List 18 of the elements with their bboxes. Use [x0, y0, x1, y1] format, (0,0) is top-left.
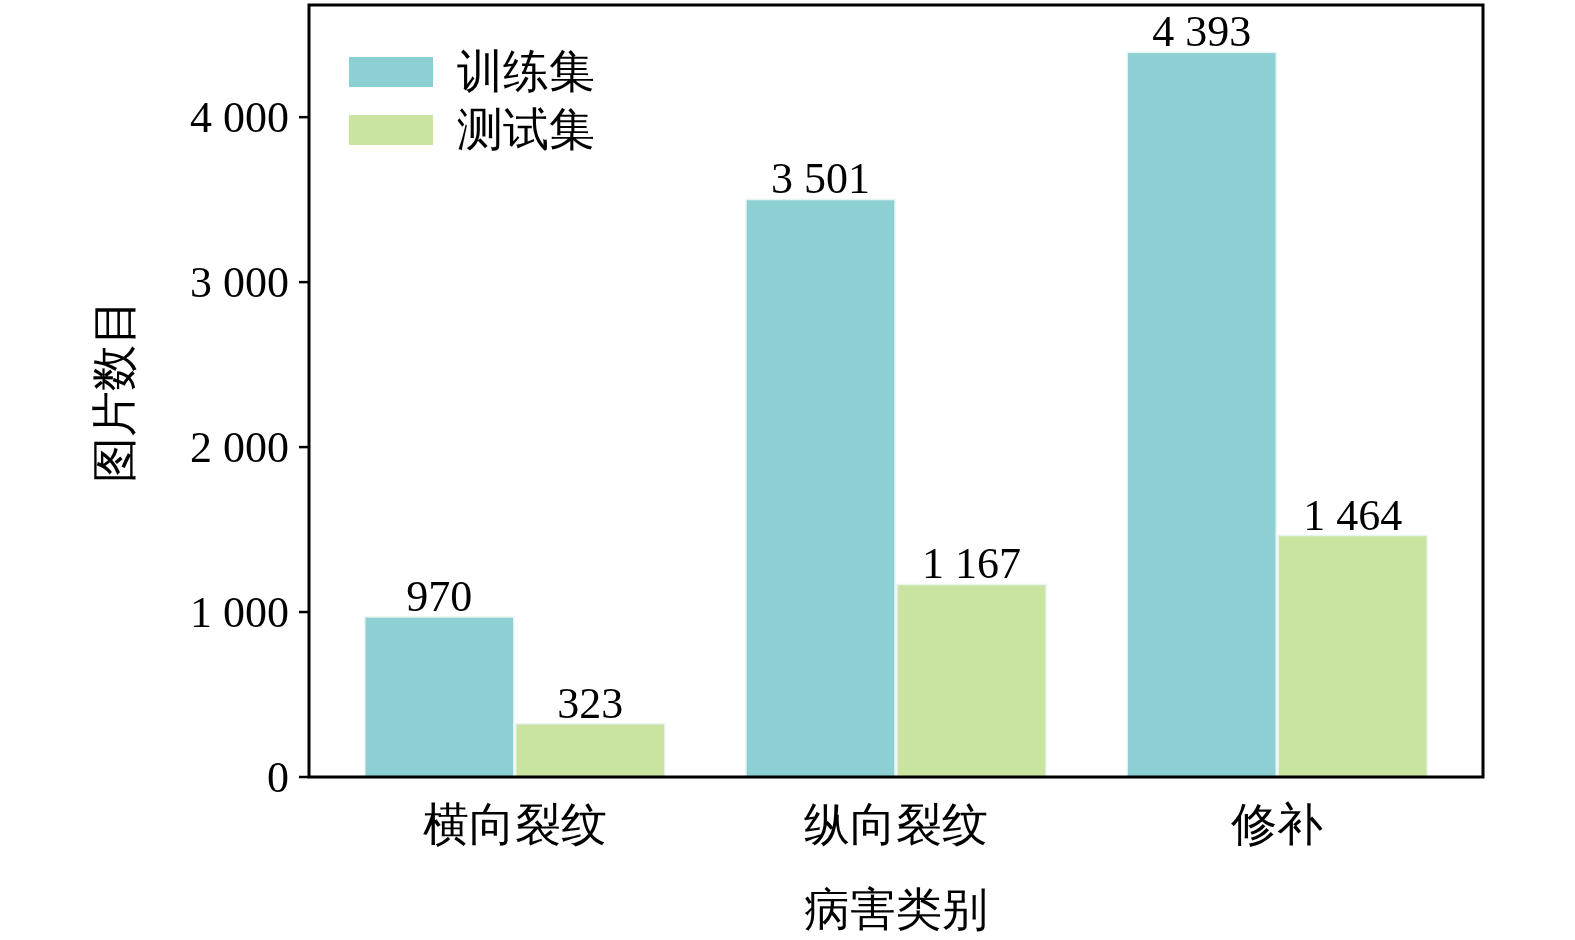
legend-label: 测试集	[457, 104, 595, 155]
data-label: 3 501	[771, 154, 870, 204]
data-label: 4 393	[1152, 7, 1252, 57]
x-tick-label: 修补	[1231, 799, 1324, 850]
x-axis-title: 病害类别	[804, 884, 988, 935]
y-axis-title: 图片数目	[89, 299, 140, 483]
y-tick-label: 1 000	[190, 588, 289, 638]
legend-label: 训练集	[457, 46, 595, 97]
data-label: 1 464	[1303, 490, 1403, 540]
y-tick-label: 4 000	[190, 93, 289, 143]
data-label: 970	[406, 571, 473, 621]
data-label: 323	[557, 678, 624, 728]
x-tick-label: 横向裂纹	[422, 799, 607, 850]
y-tick-label: 2 000	[190, 423, 289, 473]
y-tick-label: 3 000	[190, 258, 289, 308]
y-tick-label: 0	[267, 753, 289, 802]
data-label: 1 167	[922, 539, 1021, 589]
x-tick-label: 纵向裂纹	[804, 799, 988, 850]
